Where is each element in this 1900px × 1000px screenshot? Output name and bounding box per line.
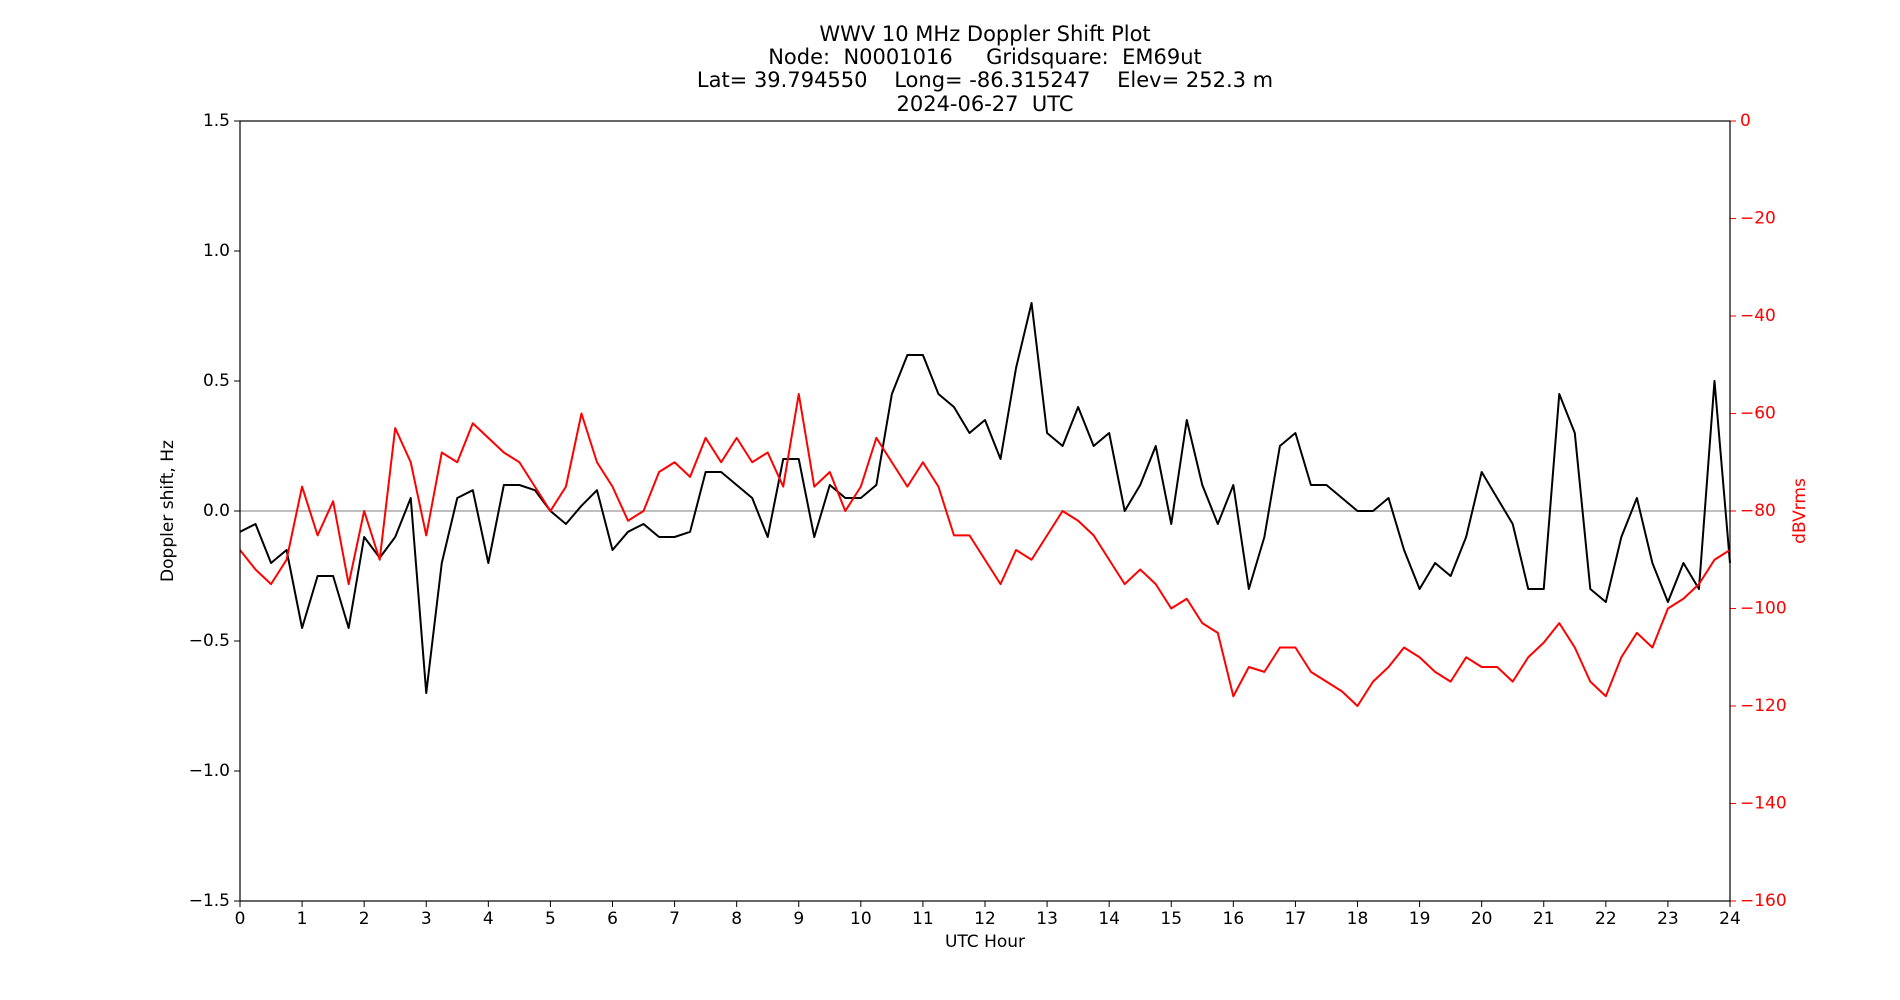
y2-tick-label: −140 [1740,794,1787,814]
x-tick-label: 3 [421,909,432,929]
y-tick-label: 1.5 [203,111,230,131]
y-tick-label: 0.5 [203,371,230,391]
x-tick-label: 7 [669,909,680,929]
x-tick-label: 9 [793,909,804,929]
plot-frame [239,120,1731,902]
x-tick-label: 12 [974,909,996,929]
x-tick-label: 8 [731,909,742,929]
x-tick-label: 4 [483,909,494,929]
y2-tick-label: −100 [1740,599,1787,619]
data-line [239,302,1731,694]
x-tick-label: 23 [1657,909,1679,929]
x-tick-label: 22 [1595,909,1617,929]
x-axis-label: UTC Hour [945,932,1025,952]
x-tick-label: 21 [1533,909,1555,929]
chart-title: Lat= 39.794550 Long= -86.315247 Elev= 25… [697,68,1273,92]
x-tick-label: 15 [1160,909,1182,929]
x-tick-label: 11 [912,909,934,929]
x-tick-label: 6 [607,909,618,929]
x-tick-label: 0 [235,909,246,929]
chart-title: 2024-06-27 UTC [896,92,1073,116]
x-tick-label: 13 [1036,909,1058,929]
y-tick-label: −0.5 [189,631,230,651]
chart-title: Node: N0001016 Gridsquare: EM69ut [768,45,1202,69]
y2-tick-label: −20 [1740,209,1776,229]
y2-tick-label: −80 [1740,501,1776,521]
y2-axis-label: dBVrms [1790,478,1810,544]
x-tick-label: 5 [545,909,556,929]
y2-tick-label: −120 [1740,696,1787,716]
y2-tick-label: −160 [1740,891,1787,911]
y-tick-label: −1.5 [189,891,230,911]
x-tick-label: 14 [1098,909,1120,929]
x-tick-label: 16 [1223,909,1245,929]
x-tick-label: 17 [1285,909,1307,929]
y2-tick-label: 0 [1740,111,1751,131]
data-line [239,393,1731,707]
y-tick-label: −1.0 [189,761,230,781]
x-tick-label: 10 [850,909,872,929]
x-tick-label: 19 [1409,909,1431,929]
y2-tick-label: −60 [1740,404,1776,424]
x-tick-label: 24 [1719,909,1741,929]
y2-tick-label: −40 [1740,306,1776,326]
y-tick-label: 1.0 [203,241,230,261]
x-tick-label: 18 [1347,909,1369,929]
x-tick-label: 20 [1471,909,1493,929]
y-tick-label: 0.0 [203,501,230,521]
x-tick-label: 2 [359,909,370,929]
x-tick-label: 1 [297,909,308,929]
y-axis-label: Doppler shift, Hz [158,440,178,582]
chart-title: WWV 10 MHz Doppler Shift Plot [819,22,1150,46]
